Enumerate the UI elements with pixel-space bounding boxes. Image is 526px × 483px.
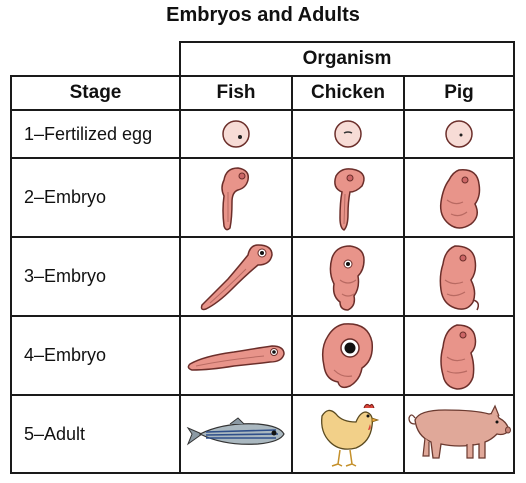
stage-label-2: 2–Embryo [10, 157, 181, 238]
fish-embryo-2-cell [179, 157, 293, 238]
pig-embryo-3-icon [439, 244, 480, 310]
chicken-embryo-2-icon [334, 167, 365, 231]
stage-label-5: 5–Adult [10, 394, 181, 474]
organism-group-header: Organism [179, 41, 515, 77]
fish-adult-icon [186, 417, 285, 446]
chicken-embryo-4-cell [291, 315, 405, 396]
chicken-embryo-3-cell [291, 236, 405, 317]
stage-label-4: 4–Embryo [10, 315, 181, 396]
pig-adult-cell [403, 394, 515, 474]
chicken-embryo-4-icon [321, 322, 374, 388]
fish-egg-icon [222, 120, 250, 148]
pig-embryo-2-icon [439, 168, 481, 229]
fish-embryo-3-cell [179, 236, 293, 317]
chicken-egg-cell [291, 109, 405, 159]
stage-label-1: 1–Fertilized egg [10, 109, 181, 159]
fish-embryo-4-cell [179, 315, 293, 396]
pig-embryo-4-cell [403, 315, 515, 396]
pig-egg-icon [445, 120, 473, 148]
chicken-egg-icon [334, 120, 362, 148]
fish-adult-cell [179, 394, 293, 474]
pig-embryo-3-cell [403, 236, 515, 317]
pig-column-header: Pig [403, 75, 515, 111]
chicken-adult-cell [291, 394, 405, 474]
figure-title: Embryos and Adults [166, 4, 360, 26]
chicken-column-header: Chicken [291, 75, 405, 111]
stage-column-header: Stage [10, 75, 181, 111]
pig-embryo-4-icon [440, 323, 477, 390]
fish-embryo-4-icon [187, 344, 285, 371]
fish-column-header: Fish [179, 75, 293, 111]
pig-embryo-2-cell [403, 157, 515, 238]
chicken-adult-icon [321, 403, 380, 467]
pig-egg-cell [403, 109, 515, 159]
fish-embryo-2-icon [221, 166, 250, 230]
fish-embryo-3-icon [200, 243, 273, 310]
chicken-embryo-2-cell [291, 157, 405, 238]
fish-egg-cell [179, 109, 293, 159]
stage-label-3: 3–Embryo [10, 236, 181, 317]
chicken-embryo-3-icon [329, 244, 365, 311]
pig-adult-icon [408, 404, 511, 459]
